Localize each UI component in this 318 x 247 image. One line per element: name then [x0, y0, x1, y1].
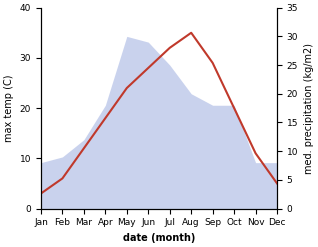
Y-axis label: med. precipitation (kg/m2): med. precipitation (kg/m2)	[304, 43, 314, 174]
X-axis label: date (month): date (month)	[123, 233, 195, 243]
Y-axis label: max temp (C): max temp (C)	[4, 74, 14, 142]
